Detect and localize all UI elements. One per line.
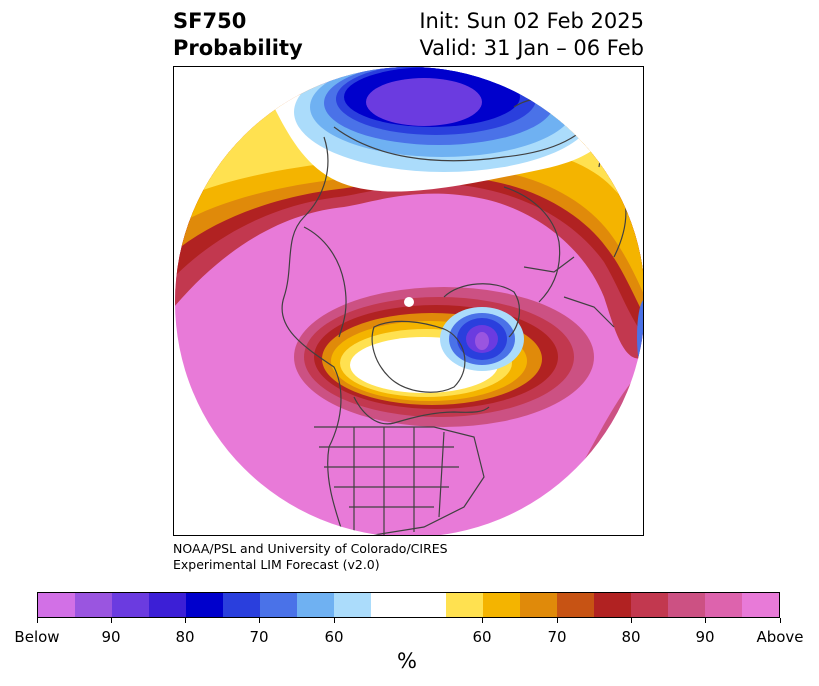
colorbar-segment [667, 593, 705, 617]
colorbar-tick-mark [631, 618, 632, 623]
colorbar-segment [445, 593, 483, 617]
colorbar-segment [630, 593, 668, 617]
colorbar-tick-mark [111, 618, 112, 623]
credit-text: NOAA/PSL and University of Colorado/CIRE… [173, 541, 448, 573]
colorbar-segment [112, 593, 150, 617]
colorbar-segment [260, 593, 298, 617]
colorbar-tick-mark [780, 618, 781, 623]
colorbar-tick-mark [557, 618, 558, 623]
map-title: SF750 Probability [173, 8, 303, 62]
colorbar-tick-label: 90 [695, 628, 715, 646]
title-field: Probability [173, 36, 303, 60]
colorbar-segment [556, 593, 594, 617]
colorbar-segment [371, 593, 446, 617]
credit-line-2: Experimental LIM Forecast (v2.0) [173, 557, 380, 572]
colorbar-segment [334, 593, 372, 617]
valid-date: Valid: 31 Jan – 06 Feb [419, 36, 644, 60]
colorbar-tick-mark [259, 618, 260, 623]
init-date: Init: Sun 02 Feb 2025 [419, 9, 644, 33]
colorbar-segment [704, 593, 742, 617]
colorbar-segment [297, 593, 335, 617]
colorbar-tick-label: 70 [547, 628, 567, 646]
probability-map [175, 67, 643, 535]
colorbar-tick-label: Above [756, 628, 804, 646]
colorbar-tick-label: 90 [101, 628, 121, 646]
central-below-95 [475, 332, 489, 350]
colorbar-segment [519, 593, 557, 617]
colorbar-tick-mark [482, 618, 483, 623]
colorbar-tick-mark [37, 618, 38, 623]
colorbar-unit: % [397, 649, 417, 673]
colorbar-segment [223, 593, 261, 617]
probability-colorbar [37, 592, 780, 618]
colorbar-segment [482, 593, 520, 617]
colorbar-tick-mark [185, 618, 186, 623]
north-pole-marker [404, 297, 414, 307]
credit-line-1: NOAA/PSL and University of Colorado/CIRE… [173, 541, 448, 556]
colorbar-tick-label: 80 [175, 628, 195, 646]
colorbar-tick-label: 60 [324, 628, 344, 646]
title-variable: SF750 [173, 9, 247, 33]
colorbar-tick-label: Below [14, 628, 60, 646]
below-band-90 [366, 78, 482, 126]
colorbar-tick-label: 60 [472, 628, 492, 646]
date-info: Init: Sun 02 Feb 2025 Valid: 31 Jan – 06… [419, 8, 644, 62]
colorbar-segment [186, 593, 224, 617]
colorbar-tick-label: 80 [621, 628, 641, 646]
colorbar-segment [741, 593, 779, 617]
colorbar-tick-label: 70 [249, 628, 269, 646]
colorbar-segment [149, 593, 187, 617]
colorbar-segment [38, 593, 76, 617]
colorbar-segment [593, 593, 631, 617]
map-panel [173, 66, 644, 536]
colorbar-tick-mark [705, 618, 706, 623]
colorbar-tick-mark [334, 618, 335, 623]
colorbar-segment [75, 593, 113, 617]
